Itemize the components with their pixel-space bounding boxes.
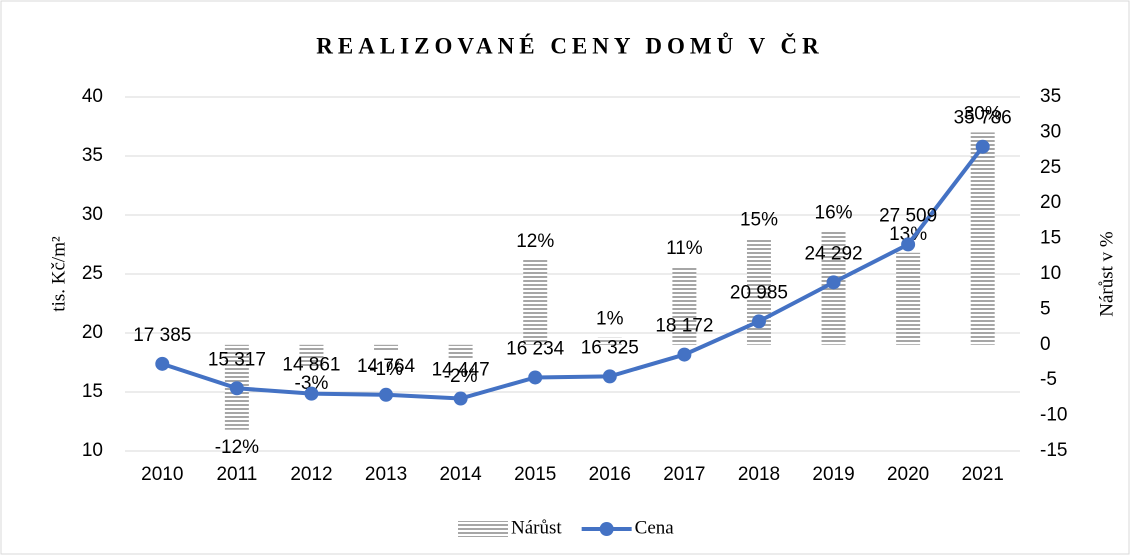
y2-tick-label: 5	[1040, 298, 1051, 319]
line-point	[155, 356, 170, 371]
line-point	[826, 275, 841, 290]
x-tick-label: 2016	[589, 464, 631, 485]
bar	[970, 132, 995, 345]
y-tick-label: 20	[82, 322, 103, 343]
y-axis-label: tis. Kč/m²	[48, 236, 69, 312]
bar-value-label: 15%	[740, 210, 778, 231]
line-point	[677, 347, 692, 362]
legend-swatch	[458, 521, 508, 537]
y-tick-label: 25	[82, 263, 103, 284]
bar	[523, 259, 548, 345]
legend-swatch	[599, 522, 614, 536]
line-point	[602, 369, 617, 384]
line-value-label: 18 172	[655, 316, 713, 337]
x-tick-label: 2015	[514, 464, 556, 485]
x-tick-label: 2020	[887, 464, 929, 485]
bar	[597, 337, 622, 345]
line-value-label: 17 385	[133, 325, 191, 346]
line-value-label: 16 234	[506, 338, 565, 359]
x-tick-label: 2014	[439, 464, 482, 485]
line-value-label: 14 764	[357, 356, 416, 377]
bar	[299, 344, 324, 367]
x-tick-label: 2012	[290, 464, 332, 485]
bar	[374, 344, 399, 352]
y-tick-label: 40	[82, 86, 103, 107]
y2-tick-label: 15	[1040, 228, 1061, 249]
y-tick-label: 10	[82, 440, 103, 461]
x-tick-label: 2019	[812, 464, 854, 485]
line-point	[304, 386, 319, 401]
y2-tick-label: 30	[1040, 121, 1061, 142]
x-tick-label: 2010	[141, 464, 183, 485]
line-value-label: 14 861	[282, 355, 340, 376]
x-tick-label: 2013	[365, 464, 407, 485]
bar	[672, 266, 697, 345]
line-point	[528, 370, 543, 385]
bar-value-label: -2%	[444, 366, 478, 387]
line-value-label: 24 292	[804, 243, 862, 264]
line-point	[453, 391, 468, 406]
y2-tick-label: 10	[1040, 263, 1061, 284]
bar	[896, 252, 921, 345]
line-value-label: 14 447	[432, 360, 490, 381]
y2-tick-label: 0	[1040, 334, 1051, 355]
line-point	[229, 381, 244, 396]
line-point	[379, 387, 394, 402]
x-tick-label: 2021	[962, 464, 1004, 485]
y2-axis-label: Nárůst v %	[1096, 231, 1117, 317]
line-point	[751, 314, 766, 329]
y-tick-label: 15	[82, 381, 103, 402]
line-value-label: 16 325	[581, 337, 639, 358]
y2-tick-label: -5	[1040, 369, 1057, 390]
x-tick-label: 2011	[216, 464, 257, 485]
bar-value-label: -12%	[215, 437, 259, 458]
y2-tick-label: 20	[1040, 192, 1061, 213]
line-value-label: 20 985	[730, 282, 788, 303]
y2-tick-label: -15	[1040, 440, 1067, 461]
line-point	[975, 139, 990, 154]
line	[161, 145, 985, 401]
bar-value-label: 30%	[964, 103, 1002, 124]
line-value-label: 27 509	[879, 205, 937, 226]
bar-value-label: -3%	[295, 373, 329, 394]
bar	[448, 344, 473, 359]
y2-tick-label: 35	[1040, 86, 1061, 107]
y2-tick-label: -10	[1040, 405, 1067, 426]
legend-label: Nárůst	[511, 517, 562, 538]
bar-value-label: 16%	[815, 203, 853, 224]
chart-title: REALIZOVANÉ CENY DOMŮ V ČR	[316, 31, 823, 58]
line-value-label: 35 786	[954, 108, 1012, 129]
y2-tick-label: 25	[1040, 157, 1061, 178]
y-tick-label: 30	[82, 204, 103, 225]
x-tick-label: 2017	[663, 464, 705, 485]
x-tick-label: 2018	[738, 464, 780, 485]
bar-value-label: 11%	[666, 238, 703, 259]
bar-value-label: -1%	[369, 359, 403, 380]
y-tick-label: 35	[82, 145, 103, 166]
bar-value-label: 1%	[596, 309, 624, 330]
legend-label: Cena	[635, 517, 675, 538]
line-point	[901, 237, 916, 252]
line-value-label: 15 317	[208, 349, 266, 370]
bar-value-label: 12%	[516, 231, 554, 252]
